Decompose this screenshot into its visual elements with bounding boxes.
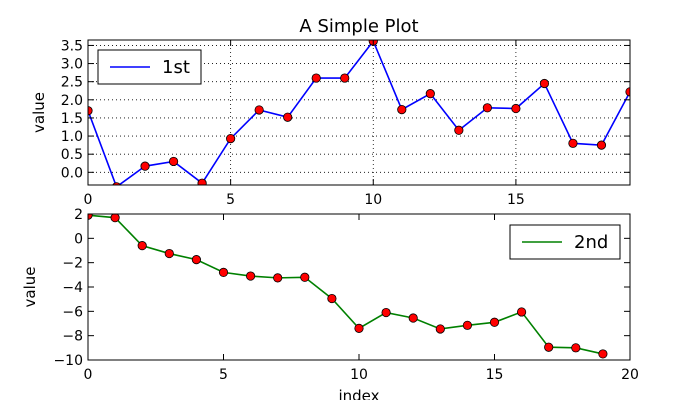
data-point: [110, 214, 120, 223]
data-point: [482, 103, 492, 113]
x-tick-label: 0: [84, 192, 93, 208]
plot-frame: [87, 39, 631, 186]
data-point: [218, 267, 229, 277]
data-point: [311, 73, 321, 83]
data-point: [254, 105, 264, 115]
series-group: [88, 214, 608, 359]
y-tick-label: 0.0: [61, 165, 83, 181]
x-tick-label: 5: [219, 367, 228, 383]
legend: 1st: [97, 49, 202, 85]
data-point: [544, 342, 554, 352]
y-tick-label: 2: [74, 207, 83, 223]
y-tick-label: 2.0: [61, 93, 83, 109]
x-tick-label: 10: [350, 367, 368, 383]
y-tick-label: −2: [62, 256, 83, 272]
top-chart: 0 5 10 15 0.0 0.5 1.0 1.5 2.0 2.5 3.0 3.5 A Simple P…: [30, 16, 631, 208]
data-point: [539, 78, 550, 89]
data-point: [112, 182, 121, 185]
data-point: [454, 125, 464, 135]
data-point: [571, 343, 581, 353]
y-tick-label: 1.5: [61, 111, 83, 127]
data-point: [327, 293, 337, 304]
legend: 2nd: [509, 224, 621, 260]
data-point: [137, 241, 147, 251]
y-tick-label: −8: [62, 329, 83, 345]
series-line: [88, 40, 630, 185]
data-point: [462, 320, 472, 330]
data-point: [435, 324, 445, 334]
data-point: [197, 178, 207, 185]
data-point: [300, 272, 310, 282]
chart-title: A Simple Plot: [299, 16, 418, 37]
y-tick-label: 3.0: [61, 57, 83, 73]
series-line: [88, 214, 604, 355]
legend-label: 1st: [162, 57, 190, 78]
data-point: [408, 313, 418, 323]
y-tick-label: 0: [74, 231, 83, 247]
data-point: [598, 349, 608, 359]
data-point: [164, 248, 174, 259]
x-tick-label: 5: [226, 192, 235, 208]
x-tick-label: 20: [621, 367, 639, 383]
y-tick-label: 2.5: [61, 75, 83, 91]
data-point: [354, 323, 364, 333]
data-point: [226, 134, 236, 144]
data-point: [246, 271, 256, 281]
y-tick-label: 1.0: [61, 129, 83, 145]
y-tick-label: 0.5: [61, 147, 83, 163]
data-point: [568, 138, 578, 148]
y-tick-label: −10: [53, 353, 83, 369]
data-point: [511, 103, 521, 114]
data-point: [191, 255, 201, 265]
y-axis-label: value: [30, 92, 48, 133]
y-axis-label: value: [21, 267, 39, 308]
data-point: [140, 161, 150, 171]
data-point: [168, 156, 179, 167]
data-point: [489, 317, 500, 327]
y-tick-label: −4: [62, 280, 83, 296]
data-point: [397, 105, 407, 115]
data-point: [596, 140, 607, 150]
data-point: [381, 307, 391, 318]
x-tick-label: 10: [364, 192, 382, 208]
data-point: [283, 112, 293, 122]
data-point: [273, 273, 283, 283]
legend-label: 2nd: [574, 232, 608, 253]
x-tick-label: 15: [486, 367, 504, 383]
x-axis-label: index: [338, 387, 379, 400]
data-point: [340, 73, 350, 83]
y-tick-label: 3.5: [61, 38, 83, 54]
data-point: [516, 307, 527, 317]
x-tick-label: 0: [84, 367, 93, 383]
data-point: [425, 89, 435, 99]
x-tick-label: 15: [507, 192, 525, 208]
series-group: [88, 40, 630, 185]
y-tick-label: −6: [62, 304, 83, 320]
